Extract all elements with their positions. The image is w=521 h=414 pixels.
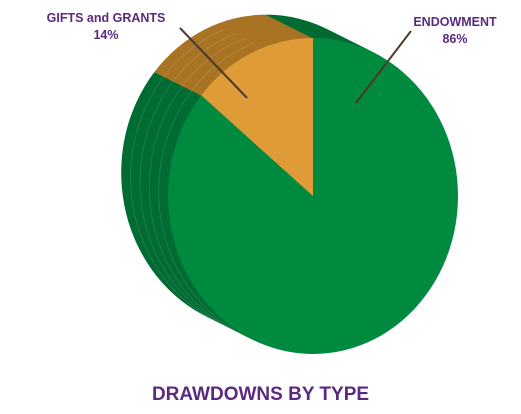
slice-labels: ENDOWMENT 86% GIFTS and GRANTS 14% (47, 11, 497, 46)
pie-side-band (148, 37, 245, 331)
leader-line-gifts-and-grants (179, 27, 248, 99)
slice-percent-gifts-and-grants: 14% (93, 28, 118, 42)
pie-side-band (130, 28, 227, 321)
leader-lines (179, 27, 412, 104)
pie-side-band (139, 33, 236, 326)
slice-label-gifts-and-grants: GIFTS and GRANTS (47, 11, 166, 25)
pie-side-band (158, 42, 255, 335)
pie-top-layer (167, 38, 458, 354)
leader-line-endowment (355, 30, 412, 104)
pie-slice-gifts-and-grants (201, 38, 313, 196)
chart-title: DRAWDOWNS BY TYPE (151, 384, 370, 405)
slice-percent-endowment: 86% (442, 32, 467, 46)
slice-label-endowment: ENDOWMENT (413, 15, 497, 29)
